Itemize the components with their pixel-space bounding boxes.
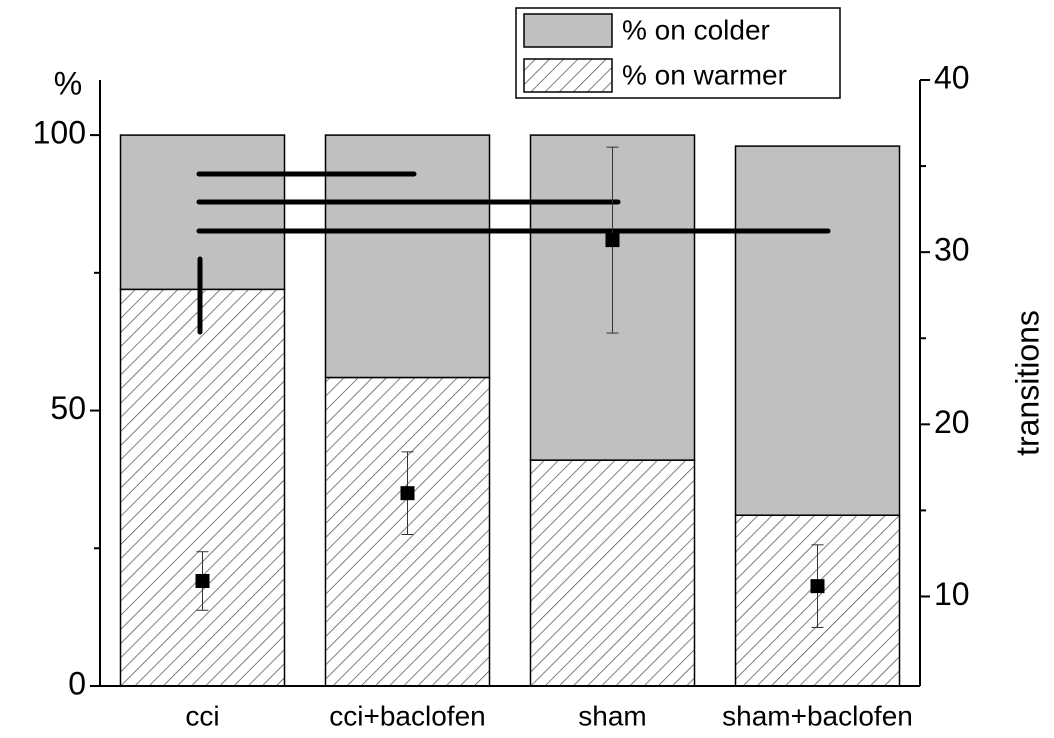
y-tick-label: 0 bbox=[68, 665, 86, 701]
y2-tick-label: 30 bbox=[934, 232, 970, 268]
y2-tick-label: 40 bbox=[934, 59, 970, 95]
y-axis-label: % bbox=[54, 65, 82, 101]
x-tick-label: cci bbox=[185, 700, 219, 731]
y-tick-label: 50 bbox=[50, 390, 86, 426]
bar-segment bbox=[324, 134, 491, 379]
point bbox=[195, 573, 210, 588]
legend-swatch bbox=[523, 58, 613, 93]
legend-swatch bbox=[523, 13, 613, 48]
bar-segment bbox=[734, 145, 901, 516]
point bbox=[400, 486, 415, 501]
y-tick-label: 100 bbox=[33, 115, 86, 151]
y2-tick-label: 10 bbox=[934, 576, 970, 612]
bar-segment bbox=[119, 288, 286, 687]
x-tick-label: sham+baclofen bbox=[722, 700, 913, 731]
bar-segment bbox=[529, 459, 696, 687]
point bbox=[605, 233, 620, 248]
x-tick-label: cci+baclofen bbox=[329, 700, 485, 731]
y2-tick-label: 20 bbox=[934, 404, 970, 440]
point bbox=[810, 579, 825, 594]
legend-label: % on colder bbox=[622, 14, 770, 45]
y2-axis-label: transitions bbox=[1009, 310, 1045, 456]
significance-lines bbox=[196, 171, 831, 335]
legend-label: % on warmer bbox=[622, 59, 787, 90]
x-tick-label: sham bbox=[578, 700, 646, 731]
